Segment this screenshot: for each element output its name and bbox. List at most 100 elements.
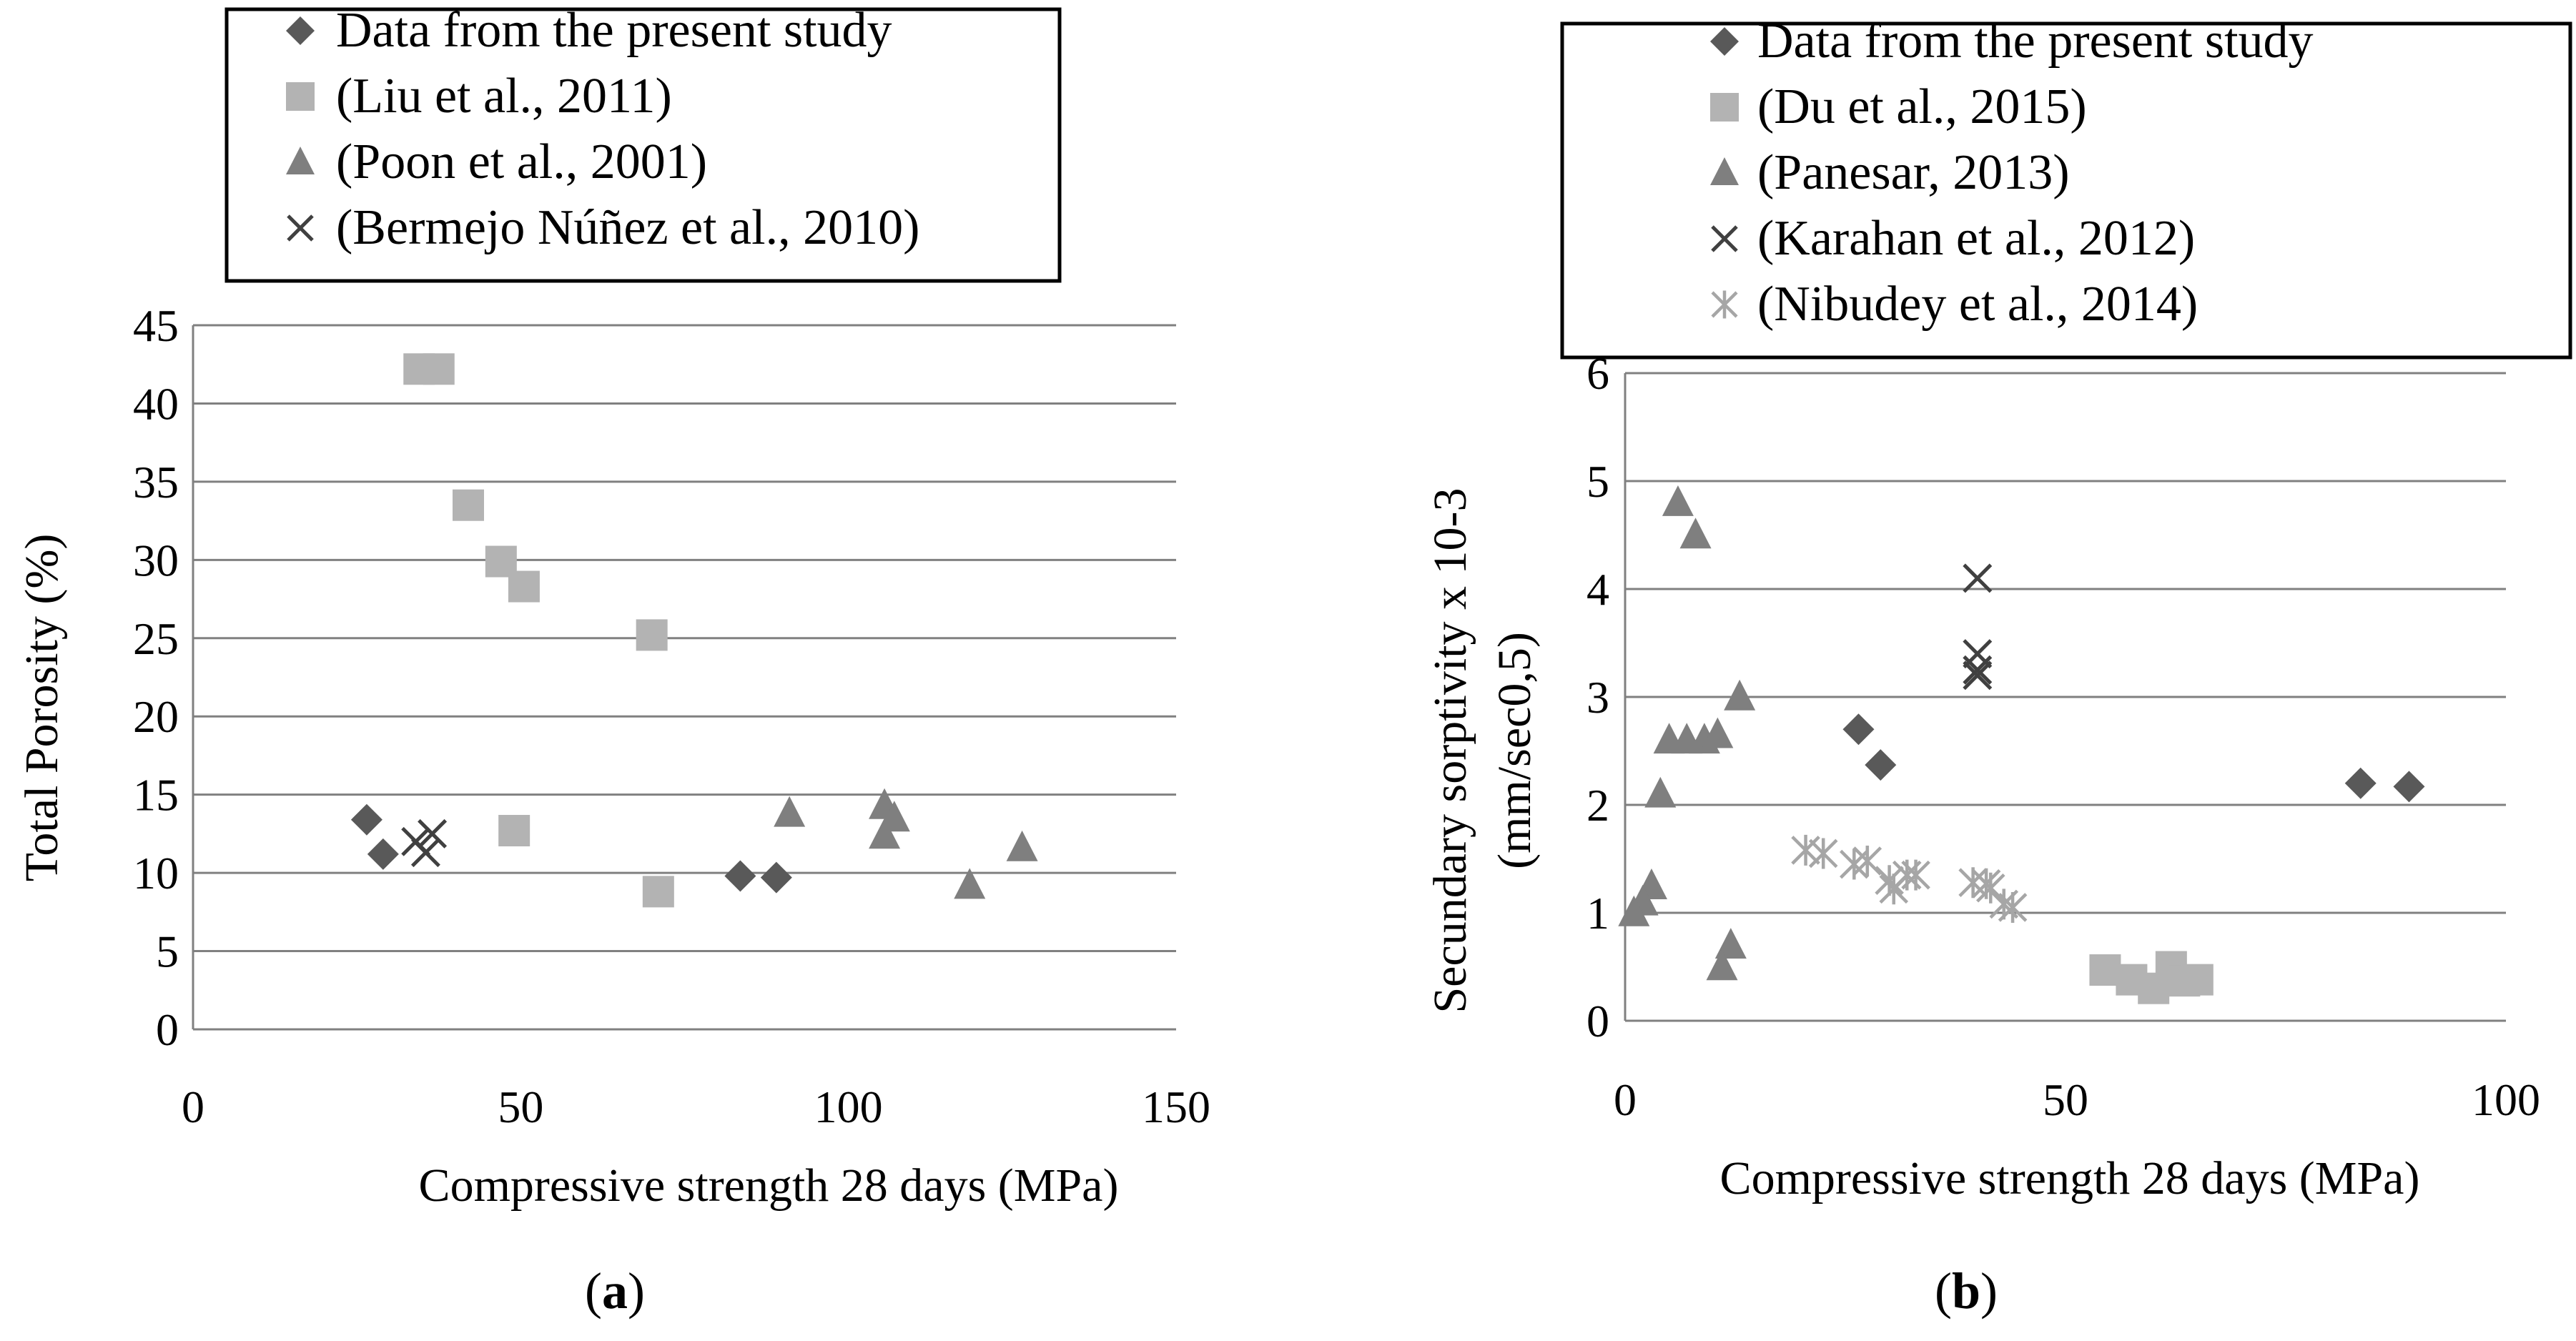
x-tick-label: 150 <box>1142 1082 1210 1132</box>
panel-b-gridlines <box>1624 372 2506 1022</box>
data-point <box>367 838 399 870</box>
data-point <box>1808 838 1838 869</box>
data-point <box>1875 865 1904 896</box>
panel-a-legend <box>224 7 1062 283</box>
x-tick-label: 0 <box>1614 1074 1637 1125</box>
legend-marker <box>1710 27 1739 56</box>
y-tick-label: 30 <box>133 535 179 585</box>
y-tick-label: 3 <box>1586 672 1609 723</box>
y-tick-label: 35 <box>133 457 179 508</box>
legend-marker <box>286 147 315 174</box>
x-tick-label: 100 <box>814 1082 883 1132</box>
panel-b-chart: Data from the present study (Du et al., 2… <box>1424 14 2572 1320</box>
legend-marker <box>286 16 315 45</box>
data-point <box>1662 485 1694 516</box>
panel-a-legend-entries: Data from the present study (Liu et al., … <box>286 3 919 255</box>
panel-b-legend <box>1560 21 2572 360</box>
data-point <box>636 619 668 651</box>
legend-label: (Du et al., 2015) <box>1757 79 2087 134</box>
data-point <box>1865 749 1897 781</box>
y-tick-label: 2 <box>1586 780 1609 831</box>
y-tick-label: 1 <box>1586 888 1609 939</box>
y-tick-label: 0 <box>1586 996 1609 1046</box>
legend-label: Data from the present study <box>1757 14 2314 69</box>
panel-a-y-axis-title: Total Porosity (%) <box>16 534 68 882</box>
data-point <box>1679 518 1712 549</box>
data-point <box>418 818 448 848</box>
legend-label: (Nibudey et al., 2014) <box>1757 277 2198 332</box>
x-tick-label: 50 <box>2043 1074 2088 1125</box>
data-point <box>760 861 792 894</box>
data-point <box>350 803 383 836</box>
panel-a-x-tick-labels: 0 50 100 150 <box>182 1082 1210 1132</box>
panel-b-y-axis-title-line1: Secundary sorptivity x 10-3 <box>1424 488 1476 1013</box>
legend-marker <box>286 82 315 111</box>
panel-b-legend-entries: Data from the present study (Du et al., 2… <box>1710 14 2314 332</box>
panel-b-y-tick-labels: 0 1 2 3 4 5 6 <box>1586 348 1609 1046</box>
legend-label: (Bermejo Núñez et al., 2010) <box>336 200 919 255</box>
data-point <box>1644 776 1677 808</box>
y-tick-label: 25 <box>133 613 179 664</box>
data-point <box>1963 660 1993 691</box>
legend-label: (Liu et al., 2011) <box>336 69 672 124</box>
data-point <box>1706 949 1738 981</box>
legend-label: (Panesar, 2013) <box>1757 145 2070 200</box>
data-point <box>1842 713 1875 746</box>
panel-a-data-points <box>350 353 1038 908</box>
data-point <box>508 570 540 603</box>
data-point <box>410 838 440 868</box>
y-tick-label: 4 <box>1586 564 1609 615</box>
panel-b-x-tick-labels: 0 50 100 <box>1614 1074 2540 1125</box>
y-tick-label: 0 <box>156 1004 179 1055</box>
data-point <box>954 868 986 899</box>
data-point <box>1852 846 1882 877</box>
panel-b-caption: (b) <box>1935 1262 1998 1320</box>
legend-marker <box>287 214 314 242</box>
legend-label: (Karahan et al., 2012) <box>1757 211 2195 266</box>
data-point <box>1975 872 2005 904</box>
y-tick-label: 6 <box>1586 348 1609 399</box>
data-point <box>498 815 531 847</box>
legend-label: Data from the present study <box>336 3 892 58</box>
data-point <box>1963 655 1993 685</box>
legend-marker <box>1711 225 1738 252</box>
data-point <box>2089 954 2121 986</box>
y-tick-label: 10 <box>133 848 179 899</box>
data-point <box>2181 964 2214 996</box>
data-point <box>1702 717 1734 748</box>
data-point <box>1963 563 1993 593</box>
panel-a-y-tick-labels: 0 5 10 15 20 25 30 35 40 45 <box>133 300 179 1055</box>
x-tick-label: 0 <box>182 1082 204 1132</box>
data-point <box>774 796 806 827</box>
panel-b-data-points <box>1618 485 2425 1004</box>
x-tick-label: 50 <box>498 1082 543 1132</box>
x-tick-label: 100 <box>2472 1074 2540 1125</box>
legend-label: (Poon et al., 2001) <box>336 134 707 189</box>
y-tick-label: 45 <box>133 300 179 351</box>
data-point <box>724 860 756 892</box>
panel-a-chart: Data from the present study (Liu et al., … <box>16 3 1210 1320</box>
panel-a-gridlines <box>192 324 1176 1031</box>
legend-marker <box>1711 290 1738 319</box>
data-point <box>642 876 674 908</box>
data-point <box>2344 767 2377 799</box>
y-tick-label: 5 <box>1586 456 1609 507</box>
y-tick-label: 20 <box>133 691 179 742</box>
data-point <box>1618 895 1650 926</box>
data-point <box>423 353 455 385</box>
y-tick-label: 15 <box>133 770 179 821</box>
data-point <box>1901 859 1930 891</box>
data-point <box>1724 679 1756 711</box>
panel-a-caption: (a) <box>585 1262 645 1320</box>
panel-b-y-axis-title-line2: (mm/sec0,5) <box>1489 632 1541 869</box>
panel-a-x-axis-title: Compressive strength 28 days (MPa) <box>419 1159 1119 1212</box>
legend-marker <box>1710 157 1739 185</box>
data-point <box>1006 830 1038 861</box>
data-point <box>1791 834 1820 866</box>
data-point <box>1998 891 2028 923</box>
data-point <box>869 818 901 849</box>
data-point <box>453 489 484 521</box>
panel-b-x-axis-title: Compressive strength 28 days (MPa) <box>1720 1152 2420 1204</box>
y-tick-label: 5 <box>156 926 179 977</box>
